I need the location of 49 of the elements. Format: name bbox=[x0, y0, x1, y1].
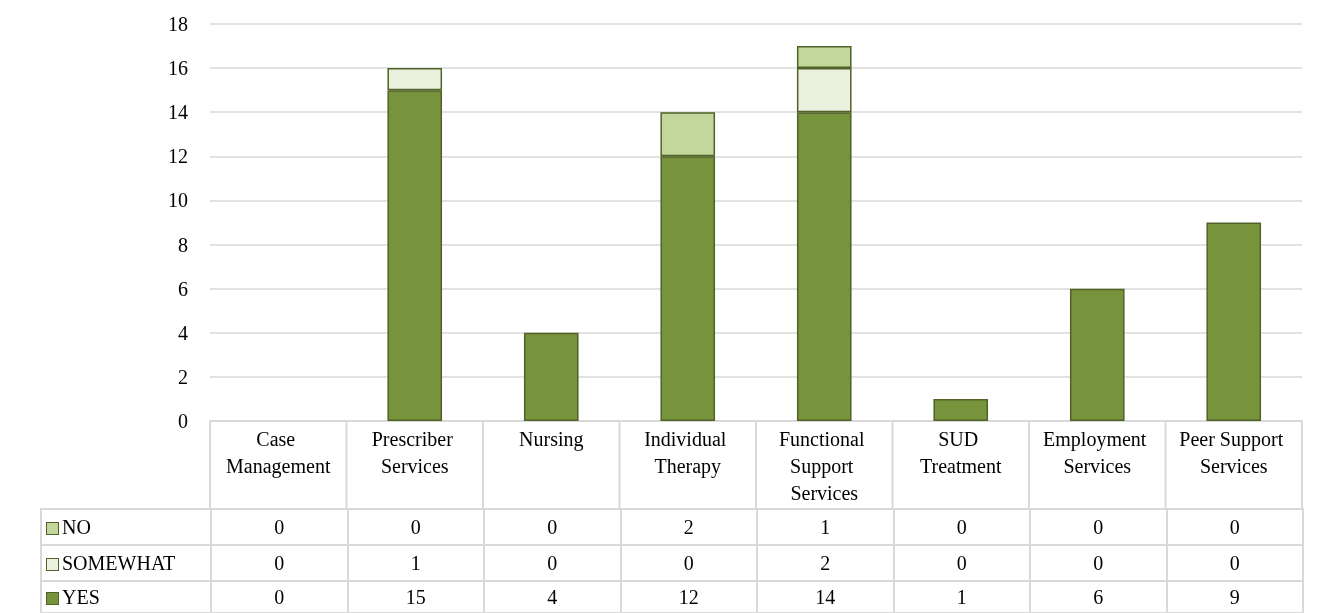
data-label: 0 bbox=[1030, 509, 1167, 545]
y-tick-label: 12 bbox=[168, 145, 188, 168]
x-tick-label: Case Management bbox=[226, 427, 331, 478]
y-tick-label: 8 bbox=[178, 233, 188, 256]
y-tick-label: 14 bbox=[168, 101, 188, 124]
data-label: 0 bbox=[893, 509, 1030, 545]
bar bbox=[1206, 222, 1262, 421]
data-label: 0 bbox=[1166, 545, 1303, 581]
data-label: 1 bbox=[347, 545, 484, 581]
x-tick-label: Peer Support Services bbox=[1179, 427, 1289, 477]
data-label: 14 bbox=[757, 581, 894, 613]
data-label: 0 bbox=[893, 545, 1030, 581]
data-label: 2 bbox=[757, 545, 894, 581]
data-label: 4 bbox=[484, 581, 621, 613]
data-label: 0 bbox=[620, 545, 757, 581]
bar bbox=[933, 398, 989, 421]
data-label: 1 bbox=[757, 509, 894, 545]
x-tick-label: SUD Treatment bbox=[920, 427, 1002, 477]
data-label: 0 bbox=[211, 509, 348, 545]
data-label: 0 bbox=[347, 509, 484, 545]
y-tick-label: 6 bbox=[178, 277, 188, 300]
data-label: 9 bbox=[1166, 581, 1303, 613]
x-tick-label: Functional Support Services bbox=[778, 427, 870, 504]
y-tick-label: 4 bbox=[178, 321, 188, 344]
data-label: 0 bbox=[484, 545, 621, 581]
data-label: 1 bbox=[893, 581, 1030, 613]
y-tick-label: 18 bbox=[168, 13, 188, 35]
bar bbox=[1069, 288, 1125, 421]
data-label: 0 bbox=[484, 509, 621, 545]
y-tick-label: 2 bbox=[178, 365, 188, 388]
legend-label: SOMEWHAT bbox=[41, 545, 211, 581]
data-label: 0 bbox=[211, 545, 348, 581]
bar bbox=[523, 332, 579, 421]
y-tick-label: 0 bbox=[178, 410, 188, 432]
legend-label: YES bbox=[41, 581, 211, 613]
x-tick-label: Individual Therapy bbox=[644, 427, 732, 478]
data-label: 15 bbox=[347, 581, 484, 613]
x-tick-label: Prescriber Services bbox=[371, 427, 458, 477]
data-label: 12 bbox=[620, 581, 757, 613]
x-tick-label: Employment Services bbox=[1043, 427, 1152, 477]
y-tick-label: 16 bbox=[168, 57, 188, 80]
legend-label: NO bbox=[41, 509, 211, 545]
data-label: 0 bbox=[211, 581, 348, 613]
data-label: 0 bbox=[1030, 545, 1167, 581]
data-label: 2 bbox=[620, 509, 757, 545]
x-tick-label: Nursing bbox=[519, 427, 584, 451]
data-label: 0 bbox=[1166, 509, 1303, 545]
y-tick-label: 10 bbox=[168, 189, 188, 212]
data-label: 6 bbox=[1030, 581, 1167, 613]
